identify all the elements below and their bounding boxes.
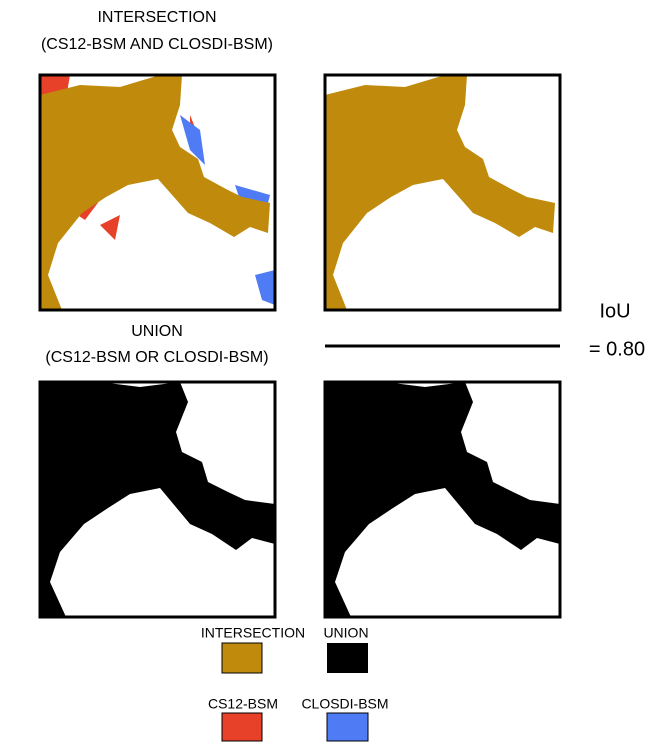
panel-union [40,382,275,617]
iou-label: IoU [599,300,630,322]
legend-swatch [222,713,262,741]
legend-label: INTERSECTION [201,625,305,641]
legend-swatch [327,713,368,741]
subtitle: (CS12-BSM AND CLOSDI-BSM) [41,36,273,53]
legend-label: UNION [323,625,368,641]
iou-value: = 0.80 [589,338,645,360]
panel-union [325,382,560,617]
legend-swatch [327,643,368,673]
legend-label: CLOSDI-BSM [301,696,388,712]
title: INTERSECTION [97,9,216,26]
panel-intersection [325,75,560,310]
legend-swatch [222,643,262,673]
subtitle: (CS12-BSM OR CLOSDI-BSM) [45,349,268,366]
legend-label: CS12-BSM [208,696,278,712]
panel-intersection-overlay [40,75,275,310]
figure: INTERSECTION (CS12-BSM AND CLOSDI-BSM) U… [0,0,654,742]
title: UNION [131,323,183,340]
